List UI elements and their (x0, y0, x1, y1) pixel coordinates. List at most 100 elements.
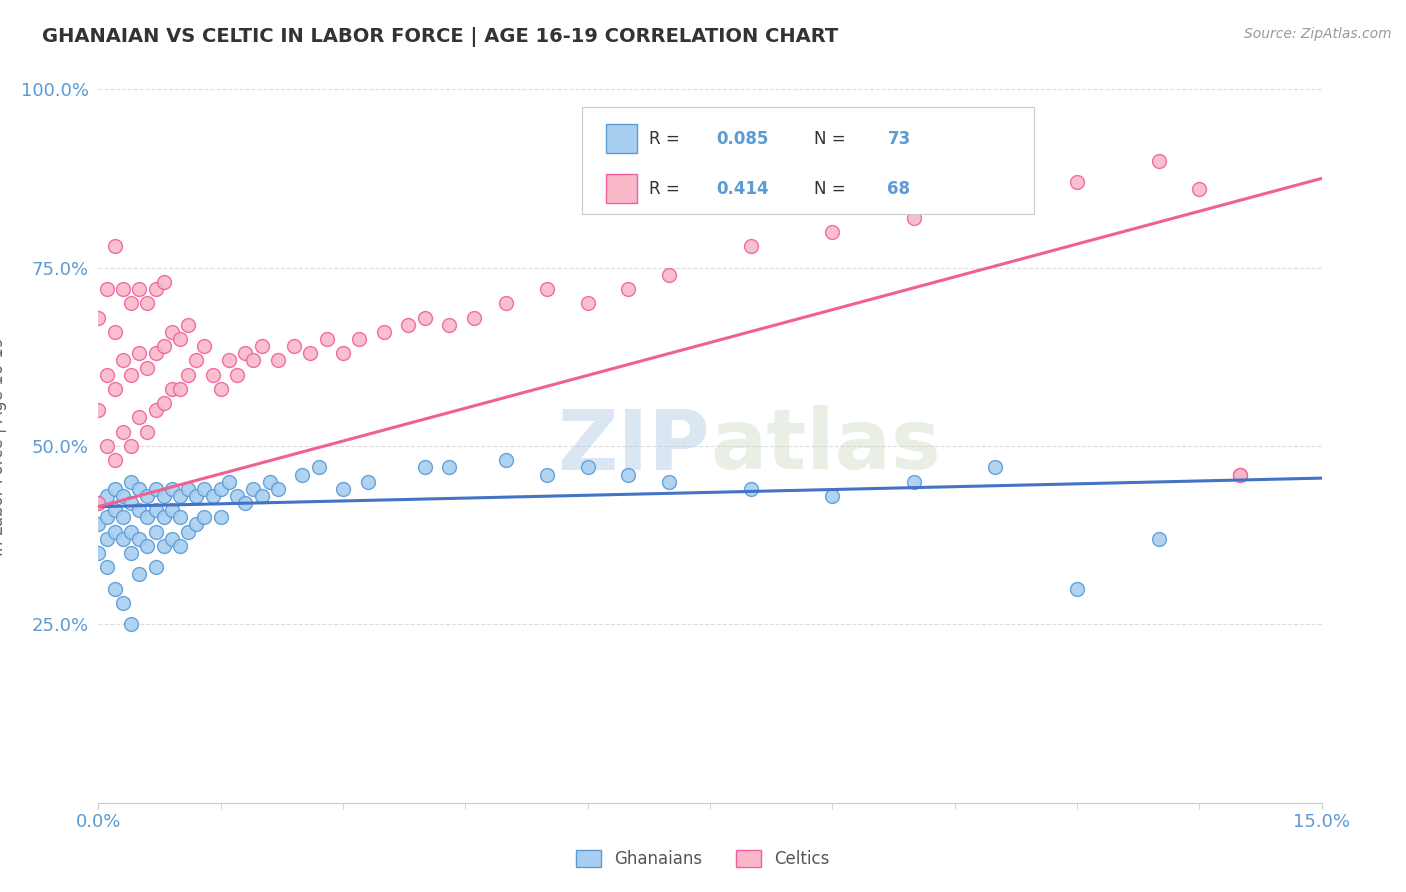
Point (87, 546, 110, 560)
Point (96, 439, 118, 453)
Point (242, 353, 264, 368)
Point (740, 482, 762, 496)
Point (96, 368, 118, 382)
Point (120, 524, 142, 539)
Point (218, 353, 240, 368)
Point (658, 268, 681, 282)
Point (145, 403, 167, 417)
Point (495, 296, 517, 310)
Point (356, 475, 378, 489)
Point (169, 382, 191, 396)
Point (209, 382, 232, 396)
Point (104, 453, 127, 467)
Point (152, 275, 174, 289)
Point (169, 510, 191, 524)
Point (536, 282, 558, 296)
Point (104, 482, 127, 496)
Text: 0.414: 0.414 (716, 179, 769, 197)
Point (128, 532, 150, 546)
Point (111, 489, 134, 503)
Point (250, 489, 273, 503)
Point (1066, 175, 1088, 189)
Point (291, 467, 314, 482)
Point (821, 489, 844, 503)
Point (617, 282, 640, 296)
Point (96, 532, 118, 546)
Y-axis label: In Labor Force | Age 16-19: In Labor Force | Age 16-19 (0, 336, 7, 556)
Point (226, 368, 249, 382)
Point (87, 403, 110, 417)
Point (145, 282, 167, 296)
Point (145, 503, 167, 517)
Text: ZIP: ZIP (558, 406, 710, 486)
Point (120, 368, 142, 382)
Point (984, 189, 1007, 203)
Text: 73: 73 (887, 129, 911, 147)
Point (96, 560, 118, 574)
Legend: Ghanaians, Celtics: Ghanaians, Celtics (569, 843, 837, 875)
Point (332, 346, 354, 360)
Point (821, 225, 844, 239)
Point (160, 382, 183, 396)
Point (437, 318, 460, 332)
Point (111, 282, 134, 296)
Point (315, 332, 337, 346)
Point (96, 489, 118, 503)
Point (152, 396, 174, 410)
Point (145, 560, 167, 574)
Point (186, 489, 208, 503)
Point (136, 296, 159, 310)
Point (233, 346, 256, 360)
Point (120, 296, 142, 310)
Point (120, 439, 142, 453)
Point (299, 346, 322, 360)
Point (193, 510, 215, 524)
Point (120, 475, 142, 489)
Point (152, 489, 174, 503)
Point (104, 239, 127, 253)
Point (1229, 467, 1251, 482)
Point (136, 510, 159, 524)
Point (349, 332, 371, 346)
Point (169, 489, 191, 503)
Point (145, 346, 167, 360)
Point (120, 617, 142, 632)
Point (87, 310, 110, 325)
Point (104, 382, 127, 396)
Point (145, 524, 167, 539)
Point (250, 339, 273, 353)
Point (617, 467, 640, 482)
Point (1147, 532, 1170, 546)
Text: GHANAIAN VS CELTIC IN LABOR FORCE | AGE 16-19 CORRELATION CHART: GHANAIAN VS CELTIC IN LABOR FORCE | AGE … (42, 27, 838, 46)
Point (111, 353, 134, 368)
Point (96, 510, 118, 524)
Point (160, 325, 183, 339)
Point (267, 353, 290, 368)
Point (145, 482, 167, 496)
Point (120, 546, 142, 560)
Point (201, 368, 224, 382)
Point (111, 510, 134, 524)
Point (209, 510, 232, 524)
Point (463, 310, 485, 325)
Point (177, 482, 200, 496)
Point (186, 353, 208, 368)
Point (576, 460, 599, 475)
Point (193, 482, 215, 496)
Point (111, 532, 134, 546)
Point (193, 339, 215, 353)
Text: R =: R = (648, 129, 685, 147)
Point (128, 282, 150, 296)
Point (740, 239, 762, 253)
Point (209, 482, 232, 496)
Point (111, 425, 134, 439)
Point (128, 346, 150, 360)
FancyBboxPatch shape (606, 174, 637, 202)
Point (233, 496, 256, 510)
Point (104, 524, 127, 539)
Text: 68: 68 (887, 179, 911, 197)
Point (903, 211, 925, 225)
Point (177, 368, 200, 382)
Point (104, 582, 127, 596)
Point (1066, 582, 1088, 596)
